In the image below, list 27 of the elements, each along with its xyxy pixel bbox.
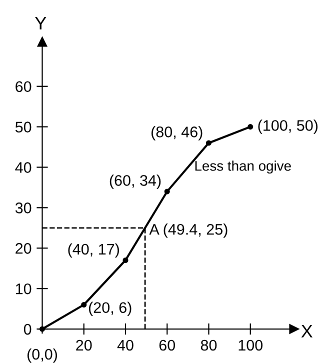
x-tick-label: 20 — [76, 340, 92, 351]
x-tick-label: 60 — [159, 340, 176, 351]
y-tick-label: 30 — [15, 202, 32, 214]
data-label: (100, 50) — [258, 120, 318, 134]
y-tick-label: 50 — [15, 122, 32, 132]
y-tick-label: 20 — [16, 242, 32, 254]
y-tick-label: 0 — [24, 324, 32, 335]
x-tick-label: 40 — [117, 340, 134, 351]
y-tick-label: 40 — [15, 162, 32, 173]
data-label: (60, 34) — [110, 174, 161, 189]
point — [248, 124, 254, 130]
annotation: A (49.4, 25) — [149, 224, 228, 238]
data-label: (80, 46) — [151, 126, 202, 140]
y-tick-label: 10 — [16, 283, 32, 294]
data-label: (0,0) — [27, 348, 58, 363]
x-tick-label: 80 — [200, 340, 217, 351]
y-tick-label: 60 — [16, 81, 32, 92]
y-axis-title: Y — [35, 16, 46, 30]
data-label: (20, 6) — [88, 302, 132, 316]
x-tick-label: 100 — [238, 340, 263, 351]
x-axis-title: X — [301, 324, 313, 338]
point — [81, 302, 87, 308]
point — [164, 188, 170, 194]
point — [206, 140, 212, 146]
data-label: (40, 17) — [68, 243, 119, 258]
point — [122, 257, 128, 264]
annotation: Less than ogive — [195, 160, 291, 174]
